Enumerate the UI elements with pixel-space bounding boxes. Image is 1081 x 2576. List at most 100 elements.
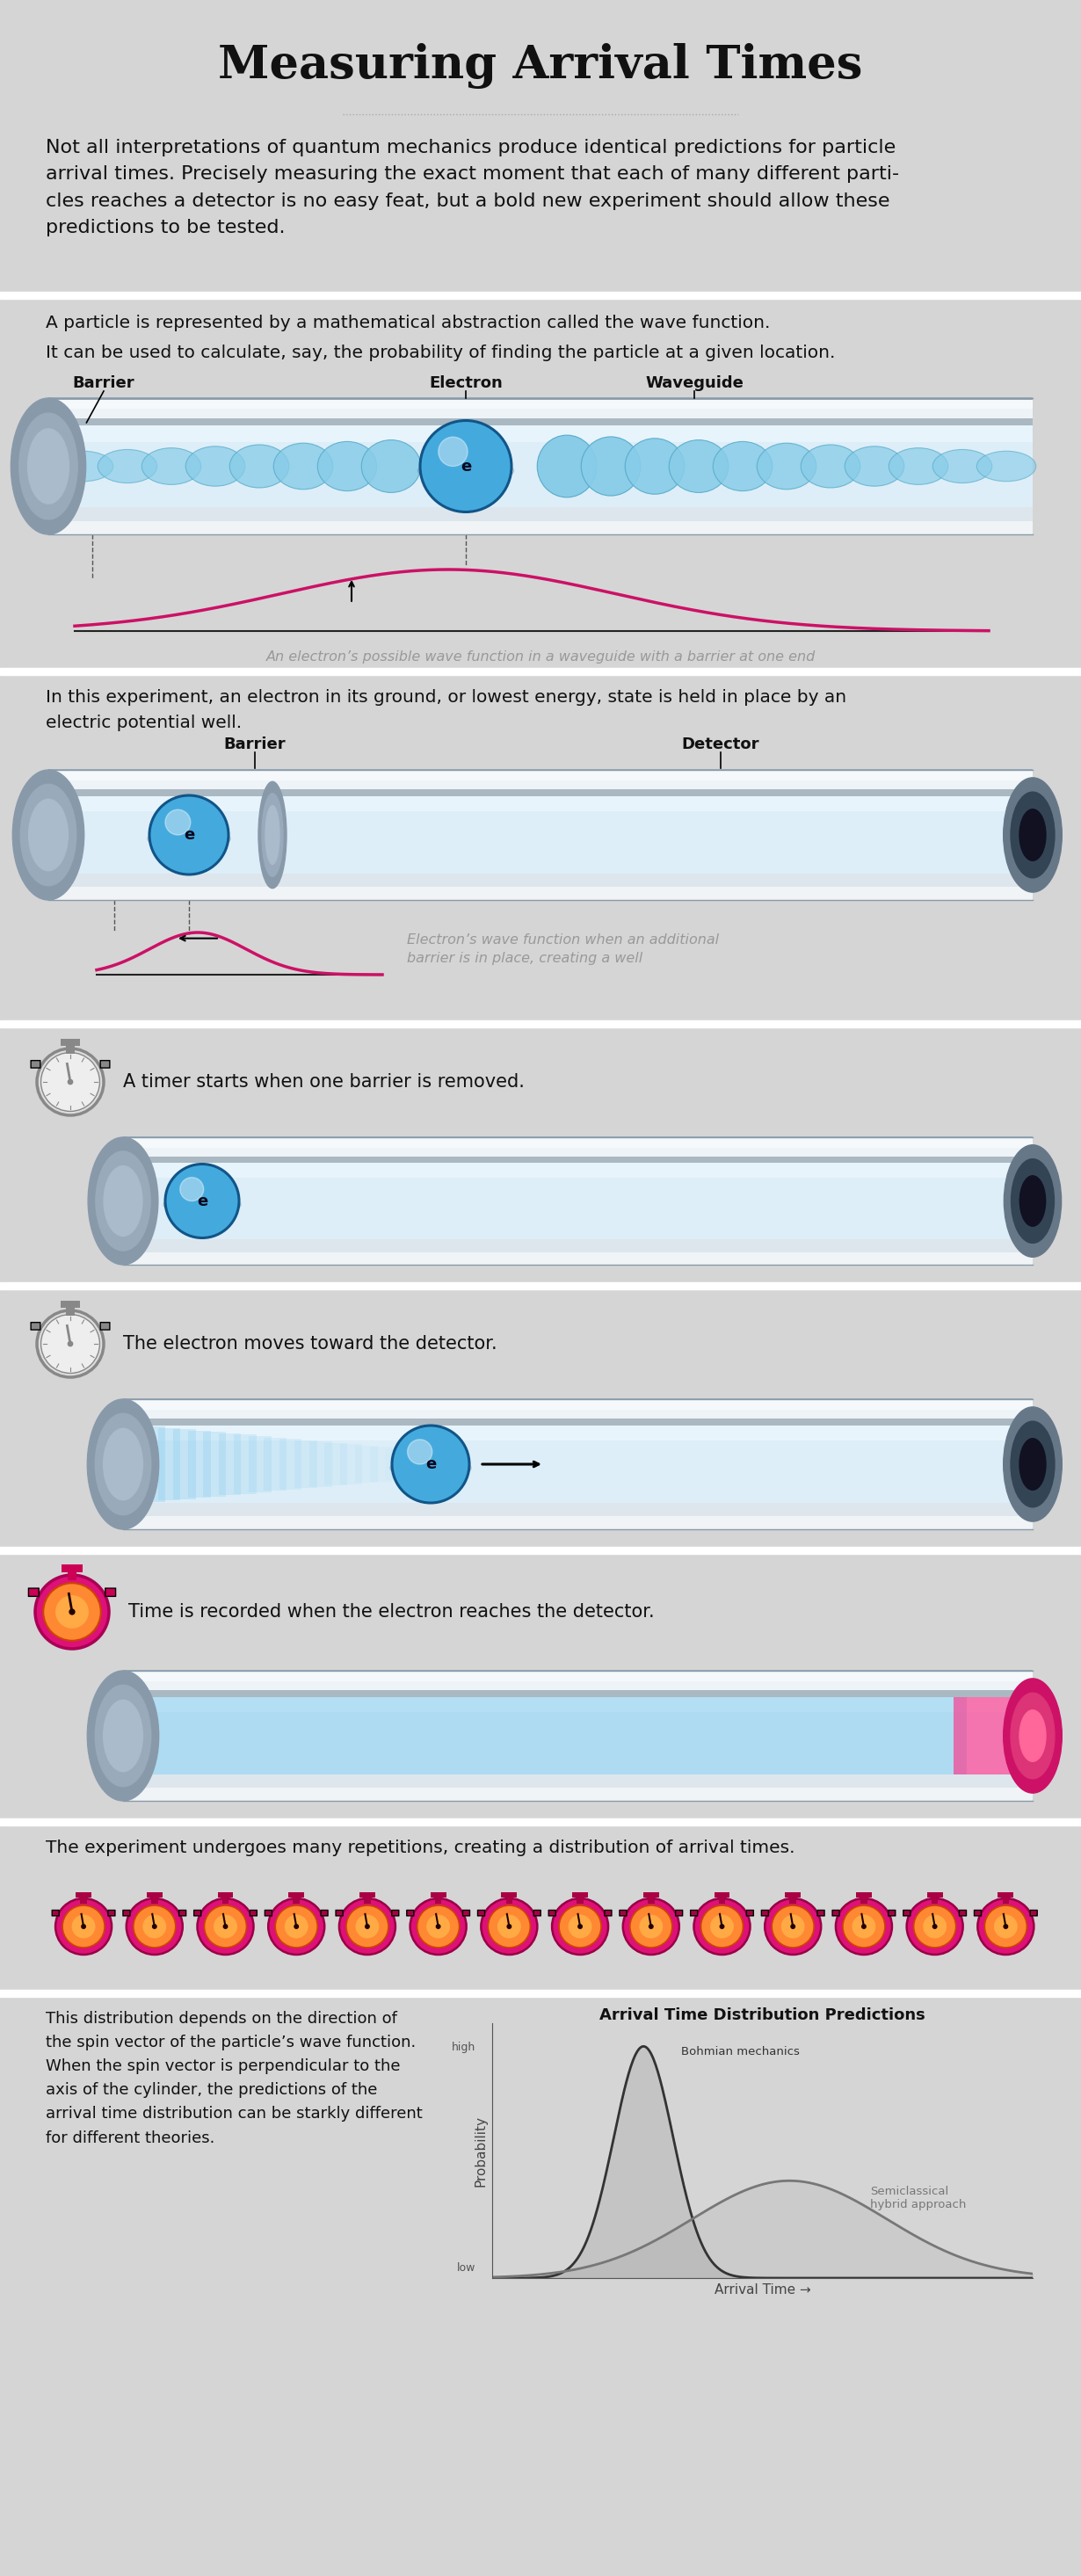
- Bar: [123, 1239, 1032, 1242]
- Bar: [123, 1767, 1032, 1772]
- Circle shape: [224, 1924, 227, 1929]
- Text: e: e: [197, 1193, 208, 1208]
- Bar: [123, 1170, 1032, 1172]
- Bar: [49, 788, 1032, 793]
- Bar: [49, 448, 1032, 453]
- Bar: [49, 873, 1032, 878]
- Bar: [435, 1896, 442, 1904]
- Circle shape: [578, 1924, 582, 1929]
- Circle shape: [126, 1899, 183, 1955]
- Bar: [355, 1445, 377, 1484]
- Ellipse shape: [625, 438, 684, 495]
- Ellipse shape: [104, 1430, 143, 1499]
- Circle shape: [41, 1054, 99, 1110]
- Bar: [49, 425, 1032, 428]
- Ellipse shape: [713, 440, 772, 492]
- Ellipse shape: [88, 1136, 158, 1265]
- Bar: [49, 523, 1032, 528]
- Circle shape: [421, 420, 511, 513]
- FancyBboxPatch shape: [604, 1911, 612, 1917]
- Bar: [123, 1525, 1032, 1530]
- Text: Electron’s wave function when an additional
barrier is in place, creating a well: Electron’s wave function when an additio…: [406, 933, 719, 966]
- Bar: [123, 1793, 1032, 1798]
- Bar: [123, 1695, 1032, 1700]
- Text: Arrival Time Distribution Predictions: Arrival Time Distribution Predictions: [600, 2007, 925, 2022]
- Circle shape: [907, 1899, 963, 1955]
- Circle shape: [214, 1914, 237, 1937]
- Bar: [123, 1404, 1032, 1419]
- Text: e: e: [461, 459, 471, 474]
- Circle shape: [204, 1906, 246, 1947]
- Bar: [49, 489, 1032, 495]
- Text: An electron’s possible wave function in a waveguide with a barrier at one end: An electron’s possible wave function in …: [266, 649, 815, 665]
- Bar: [123, 1401, 1032, 1406]
- Ellipse shape: [1011, 791, 1055, 878]
- Circle shape: [421, 420, 511, 513]
- Circle shape: [149, 796, 228, 873]
- Bar: [123, 1705, 1032, 1710]
- Ellipse shape: [54, 451, 114, 482]
- Circle shape: [284, 1914, 308, 1937]
- Text: Waveguide: Waveguide: [645, 376, 744, 392]
- Bar: [49, 791, 1032, 796]
- Bar: [123, 1188, 1032, 1193]
- Bar: [49, 814, 1032, 819]
- Text: Time is recorded when the electron reaches the detector.: Time is recorded when the electron reach…: [129, 1602, 654, 1620]
- FancyBboxPatch shape: [548, 1911, 556, 1917]
- FancyBboxPatch shape: [1030, 1911, 1038, 1917]
- Bar: [123, 1453, 1032, 1458]
- Circle shape: [481, 1899, 537, 1955]
- Ellipse shape: [29, 799, 68, 871]
- Bar: [123, 1484, 1032, 1486]
- Bar: [953, 1698, 1024, 1775]
- Bar: [123, 1703, 1032, 1705]
- Ellipse shape: [95, 1685, 151, 1788]
- Bar: [49, 471, 1032, 477]
- Bar: [123, 1780, 1032, 1785]
- Bar: [123, 1200, 1032, 1203]
- Bar: [128, 1425, 150, 1504]
- Circle shape: [639, 1914, 663, 1937]
- Ellipse shape: [229, 446, 289, 487]
- Ellipse shape: [19, 412, 78, 520]
- Circle shape: [836, 1899, 892, 1955]
- Bar: [123, 1731, 1032, 1736]
- Circle shape: [365, 1924, 370, 1929]
- Ellipse shape: [88, 1399, 159, 1530]
- Bar: [0, 667, 1081, 675]
- Bar: [49, 461, 1032, 466]
- Bar: [158, 1427, 181, 1499]
- Circle shape: [862, 1924, 866, 1929]
- Circle shape: [977, 1899, 1033, 1955]
- Circle shape: [152, 1924, 157, 1929]
- Text: This distribution depends on the direction of
the spin vector of the particle’s : This distribution depends on the directi…: [45, 2012, 423, 2146]
- Ellipse shape: [1019, 809, 1045, 860]
- Bar: [123, 1149, 1032, 1154]
- Bar: [998, 1893, 1014, 1899]
- Bar: [123, 1141, 1032, 1157]
- Bar: [203, 1432, 226, 1497]
- Bar: [49, 832, 1032, 835]
- Bar: [123, 1777, 1032, 1783]
- Bar: [147, 1893, 162, 1899]
- Bar: [123, 1783, 1032, 1788]
- Bar: [123, 1520, 1032, 1522]
- Bar: [123, 1522, 1032, 1525]
- Bar: [49, 492, 1032, 497]
- Circle shape: [417, 1906, 459, 1947]
- FancyBboxPatch shape: [250, 1911, 257, 1917]
- Text: Measuring Arrival Times: Measuring Arrival Times: [218, 44, 863, 88]
- Circle shape: [843, 1906, 885, 1947]
- FancyBboxPatch shape: [52, 1911, 59, 1917]
- Bar: [123, 1749, 1032, 1752]
- Circle shape: [720, 1924, 724, 1929]
- Bar: [785, 1893, 801, 1899]
- Bar: [0, 1546, 1081, 1553]
- Bar: [572, 1893, 588, 1899]
- Bar: [49, 487, 1032, 489]
- Bar: [123, 1218, 1032, 1224]
- Bar: [49, 796, 1032, 873]
- Bar: [49, 438, 1032, 443]
- Circle shape: [852, 1914, 876, 1937]
- Circle shape: [552, 1899, 609, 1955]
